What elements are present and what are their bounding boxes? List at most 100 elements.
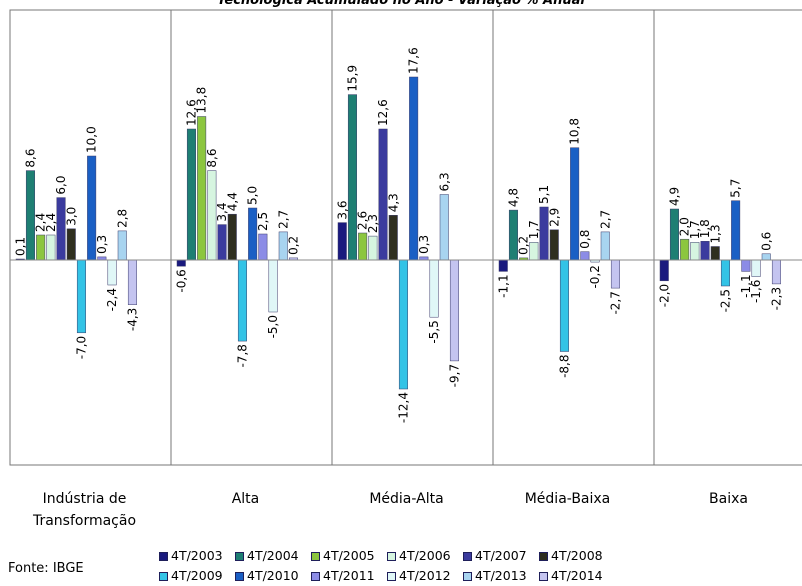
data-label: 4,3 bbox=[386, 193, 400, 212]
data-label: 2,5 bbox=[256, 212, 270, 231]
data-label: 13,8 bbox=[195, 87, 209, 114]
data-label: -1,1 bbox=[496, 274, 510, 297]
bar bbox=[127, 259, 137, 305]
data-label: 4,4 bbox=[225, 192, 239, 211]
bar bbox=[46, 234, 56, 261]
legend-label: 4T/2004 bbox=[247, 548, 299, 563]
data-label: -5,0 bbox=[266, 315, 280, 338]
bar bbox=[690, 242, 700, 261]
bar bbox=[347, 94, 357, 261]
data-label: -8,8 bbox=[558, 355, 572, 378]
data-label: 12,6 bbox=[184, 99, 198, 126]
data-label: 0,6 bbox=[759, 232, 773, 251]
x-tick-label: Média-Baixa bbox=[524, 491, 611, 507]
bar bbox=[529, 242, 539, 261]
data-label: 2,9 bbox=[547, 208, 561, 227]
data-label: 10,0 bbox=[85, 126, 99, 153]
data-label: 8,6 bbox=[205, 149, 219, 168]
data-label: 3,0 bbox=[64, 207, 78, 226]
legend-label: 4T/2011 bbox=[323, 568, 375, 583]
x-tick-label: Alta bbox=[231, 491, 260, 507]
data-label: 2,7 bbox=[276, 210, 290, 229]
legend-item: 4T/2010 bbox=[235, 568, 299, 583]
bar bbox=[600, 231, 610, 261]
data-label: 15,9 bbox=[345, 65, 359, 92]
data-label: 17,6 bbox=[407, 47, 421, 74]
legend-label: 4T/2013 bbox=[475, 568, 527, 583]
bar bbox=[710, 246, 720, 261]
bar bbox=[186, 128, 196, 261]
source-note: Fonte: IBGE bbox=[8, 561, 84, 576]
data-label: 5,1 bbox=[537, 185, 551, 204]
legend-swatch bbox=[463, 552, 472, 561]
bar bbox=[659, 259, 669, 282]
legend-swatch bbox=[235, 572, 244, 581]
data-label: 10,8 bbox=[568, 118, 582, 145]
bar bbox=[498, 259, 508, 272]
data-label: -2,5 bbox=[719, 289, 733, 312]
data-label: 0,3 bbox=[417, 235, 431, 254]
legend-label: 4T/2008 bbox=[551, 548, 603, 563]
bar bbox=[66, 228, 76, 261]
bar bbox=[388, 215, 398, 261]
bar bbox=[268, 259, 278, 313]
bar bbox=[771, 259, 781, 285]
legend-item: 4T/2012 bbox=[387, 568, 451, 583]
bar bbox=[549, 229, 559, 261]
legend-item: 4T/2009 bbox=[159, 568, 223, 583]
data-label: -1,1 bbox=[739, 274, 753, 297]
bar bbox=[751, 259, 761, 277]
data-label: 4,8 bbox=[507, 188, 521, 207]
data-label: 0,2 bbox=[286, 236, 300, 255]
bar bbox=[741, 259, 751, 272]
legend-swatch bbox=[311, 572, 320, 581]
bar bbox=[258, 233, 268, 261]
legend-label: 4T/2010 bbox=[247, 568, 299, 583]
data-label: 0,3 bbox=[95, 235, 109, 254]
data-label: -12,4 bbox=[396, 392, 410, 423]
data-label: 1,3 bbox=[708, 224, 722, 243]
bar bbox=[36, 234, 46, 261]
x-tick-label: Média-Alta bbox=[369, 491, 444, 507]
legend-item: 4T/2013 bbox=[463, 568, 527, 583]
bar bbox=[337, 222, 347, 261]
legend-swatch bbox=[387, 572, 396, 581]
legend-item: 4T/2005 bbox=[311, 548, 375, 563]
legend-swatch bbox=[539, 572, 548, 581]
data-label: -0,6 bbox=[174, 269, 188, 292]
bar bbox=[720, 259, 730, 287]
data-label: -2,4 bbox=[105, 288, 119, 311]
data-label: 2,4 bbox=[34, 213, 48, 232]
data-label: 5,7 bbox=[729, 179, 743, 198]
legend-label: 4T/2014 bbox=[551, 568, 603, 583]
data-label: -7,0 bbox=[74, 336, 88, 359]
data-label: 1,7 bbox=[688, 220, 702, 239]
data-label: 0,8 bbox=[578, 230, 592, 249]
legend-item: 4T/2006 bbox=[387, 548, 451, 563]
legend-label: 4T/2005 bbox=[323, 548, 375, 563]
data-label: -7,8 bbox=[235, 344, 249, 367]
plot-area bbox=[9, 9, 802, 466]
data-label: 3,4 bbox=[215, 203, 229, 222]
data-label: 12,6 bbox=[376, 99, 390, 126]
legend-swatch bbox=[159, 552, 168, 561]
bar bbox=[398, 259, 408, 390]
bar bbox=[227, 213, 237, 261]
data-label: 0,1 bbox=[13, 237, 27, 256]
data-label: 2,6 bbox=[356, 211, 370, 230]
bar bbox=[237, 259, 247, 342]
data-label: -9,7 bbox=[447, 364, 461, 387]
data-label: -2,3 bbox=[770, 287, 784, 310]
data-label: 2,4 bbox=[44, 213, 58, 232]
data-label: -2,7 bbox=[609, 291, 623, 314]
legend-label: 4T/2012 bbox=[399, 568, 451, 583]
data-label: 6,3 bbox=[437, 172, 451, 191]
chart-title: Tecnológica Acumulado no Ano - Variação … bbox=[217, 0, 585, 8]
data-label: 0,2 bbox=[517, 236, 531, 255]
bar bbox=[559, 259, 569, 352]
data-label: 2,0 bbox=[678, 217, 692, 236]
bar bbox=[368, 235, 378, 261]
data-label: 1,8 bbox=[698, 219, 712, 238]
legend-swatch bbox=[311, 552, 320, 561]
x-tick-label: Indústria de Transformação bbox=[32, 491, 137, 529]
